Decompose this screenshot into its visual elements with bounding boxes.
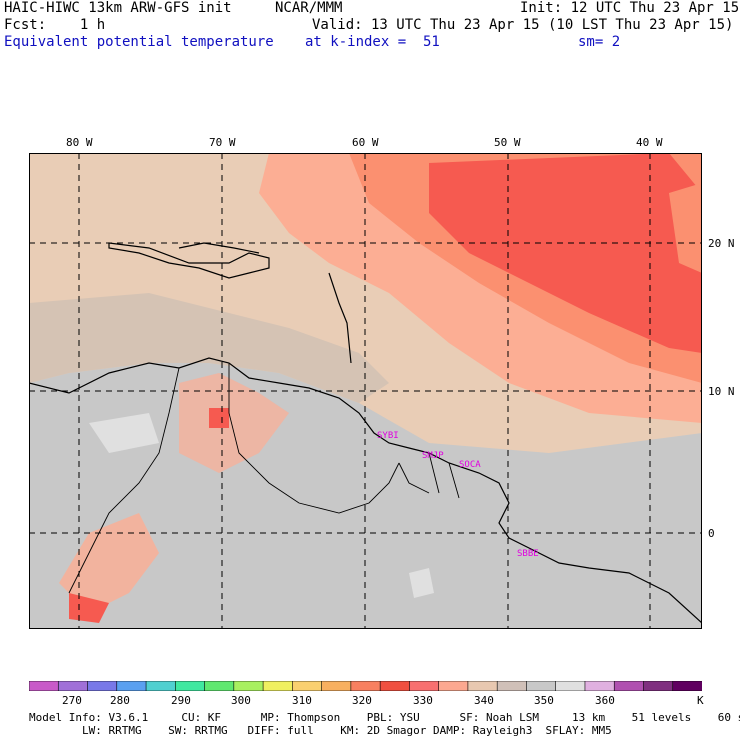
- colorbar-label-270: 270: [62, 694, 82, 707]
- colorbar-label-350: 350: [534, 694, 554, 707]
- country-borders: [68, 363, 460, 594]
- lon-label-60w: 60 W: [352, 136, 379, 149]
- model-info-line2: LW: RRTMG SW: RRTMG DIFF: full KM: 2D Sm…: [29, 724, 612, 737]
- colorbar-label-300: 300: [231, 694, 251, 707]
- colorbar-swatch: [409, 681, 440, 691]
- colorbar-swatch: [438, 681, 469, 691]
- colorbar: [29, 681, 702, 691]
- colorbar-label-290: 290: [171, 694, 191, 707]
- lon-label-80w: 80 W: [66, 136, 93, 149]
- valid-time: Valid: 13 UTC Thu 23 Apr 15 (10 LST Thu …: [312, 17, 734, 33]
- lon-label-50w: 50 W: [494, 136, 521, 149]
- colorbar-swatch: [87, 681, 118, 691]
- colorbar-label-310: 310: [292, 694, 312, 707]
- colorbar-swatch: [262, 681, 294, 691]
- venezuela-hot-spot: [209, 408, 229, 428]
- forecast-hour: Fcst: 1 h: [4, 17, 106, 33]
- colorbar-unit: K: [697, 694, 704, 707]
- colorbar-swatch: [467, 681, 498, 691]
- colorbar-swatch: [613, 681, 645, 691]
- colorbar-swatch: [29, 681, 60, 691]
- institution-label: NCAR/MMM: [275, 0, 343, 16]
- level-label: at k-index = 51: [305, 34, 440, 50]
- colorbar-swatch: [350, 681, 381, 691]
- colorbar-swatch: [175, 681, 206, 691]
- land-warm-patch: [179, 373, 289, 473]
- colorbar-swatch: [643, 681, 674, 691]
- colorbar-swatch: [204, 681, 235, 691]
- colorbar-label-340: 340: [474, 694, 494, 707]
- theta-e-map: [29, 153, 702, 629]
- colorbar-swatch: [496, 681, 528, 691]
- map-frame: [29, 153, 702, 629]
- lat-label-0: 0: [708, 527, 715, 540]
- colorbar-swatch: [57, 681, 89, 691]
- colorbar-swatch: [116, 681, 147, 691]
- colorbar-swatch: [321, 681, 352, 691]
- coastlines: [29, 242, 702, 624]
- lon-label-40w: 40 W: [636, 136, 663, 149]
- graticule: [29, 153, 702, 629]
- ocean-red-core: [429, 153, 702, 353]
- station-smjp: SMJP: [422, 451, 444, 461]
- lat-label-10n: 10 N: [708, 385, 735, 398]
- inland-light-patch: [89, 413, 159, 453]
- station-sybi: SYBI: [377, 431, 399, 441]
- model-title: HAIC-HIWC 13km ARW-GFS init: [4, 0, 232, 16]
- station-soca: SOCA: [459, 460, 481, 470]
- caribbean-strip: [29, 293, 389, 403]
- colorbar-swatch: [584, 681, 616, 691]
- amazon-light-patch: [409, 568, 434, 598]
- lon-label-70w: 70 W: [209, 136, 236, 149]
- colorbar-label-320: 320: [352, 694, 372, 707]
- colorbar-swatch: [145, 681, 177, 691]
- colorbar-swatch: [672, 681, 702, 691]
- colorbar-label-360: 360: [595, 694, 615, 707]
- colorbar-label-280: 280: [110, 694, 130, 707]
- colorbar-swatch: [555, 681, 586, 691]
- smoothing-label: sm= 2: [578, 34, 621, 50]
- field-name: Equivalent potential temperature: [4, 34, 274, 50]
- colorbar-label-330: 330: [413, 694, 433, 707]
- andes-warm-patch: [59, 513, 159, 613]
- station-sbbe: SBBE: [517, 549, 539, 559]
- init-time: Init: 12 UTC Thu 23 Apr 15: [520, 0, 740, 16]
- colorbar-swatch: [292, 681, 323, 691]
- colorbar-swatch: [526, 681, 557, 691]
- lat-label-20n: 20 N: [708, 237, 735, 250]
- model-info-line1: Model Info: V3.6.1 CU: KF MP: Thompson P…: [29, 711, 740, 724]
- colorbar-swatch: [233, 681, 264, 691]
- ne-orange-patch: [669, 183, 702, 273]
- colorbar-swatch: [379, 681, 411, 691]
